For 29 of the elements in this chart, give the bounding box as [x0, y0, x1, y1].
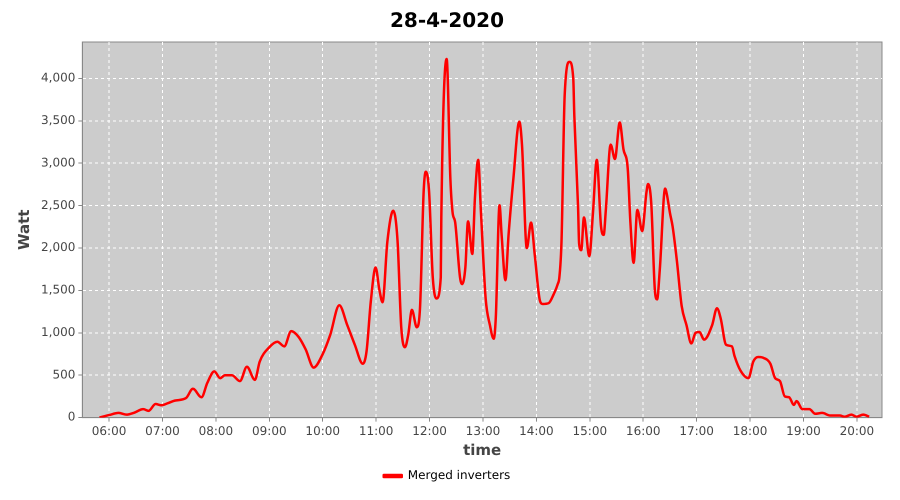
y-axis-title: Watt [14, 210, 33, 250]
x-tick-label: 11:00 [358, 424, 394, 438]
y-tick-label: 3,000 [40, 155, 76, 170]
x-tick-label: 18:00 [732, 424, 768, 438]
x-tick-label: 06:00 [92, 424, 126, 438]
chart-title: 28-4-2020 [390, 8, 504, 32]
x-tick-label: 08:00 [198, 424, 234, 438]
x-tick-label: 15:00 [572, 424, 608, 438]
x-tick-label: 07:00 [145, 424, 180, 438]
x-tick-label: 17:00 [679, 424, 714, 438]
x-tick-label: 20:00 [840, 424, 874, 438]
x-tick-label: 09:00 [252, 424, 287, 438]
y-tick-label: 2,500 [40, 198, 76, 212]
x-axis-title: time [463, 440, 502, 459]
y-tick-label: 3,500 [40, 112, 76, 127]
y-tick-label: 4,000 [40, 70, 76, 85]
x-tick-label: 16:00 [626, 424, 661, 438]
x-tick-label: 10:00 [305, 424, 340, 438]
legend-label: Merged inverters [408, 468, 510, 482]
line-series [98, 58, 870, 418]
y-tick-label: 500 [52, 367, 76, 382]
y-tick-label: 0 [68, 410, 76, 424]
x-tick-label: 14:00 [519, 424, 554, 438]
x-tick-label: 13:00 [466, 424, 500, 438]
x-tick-label: 12:00 [412, 424, 447, 438]
y-tick-label: 2,000 [40, 240, 76, 254]
y-tick-label: 1,000 [40, 324, 76, 339]
x-tick-label: 19:00 [786, 424, 821, 438]
y-tick-label: 1,500 [40, 282, 76, 297]
